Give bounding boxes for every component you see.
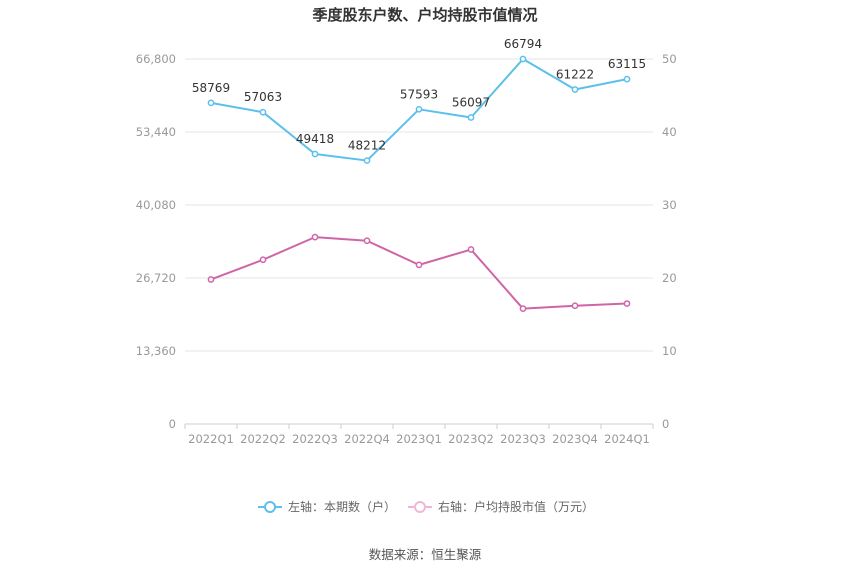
legend-item-left[interactable]: 左轴：本期数（户） <box>258 499 396 514</box>
left-tick-label: 13,360 <box>136 344 176 358</box>
data-label: 56097 <box>452 95 490 109</box>
data-point[interactable] <box>415 105 423 113</box>
data-point[interactable] <box>259 256 267 264</box>
data-label: 61222 <box>556 67 594 81</box>
data-label: 63115 <box>608 57 646 71</box>
left-axis-ticks: 0 13,360 26,720 40,080 53,440 66,800 <box>136 52 176 431</box>
legend[interactable]: 左轴：本期数（户） 右轴：户均持股市值（万元） <box>258 499 594 514</box>
right-tick-label: 0 <box>662 417 669 431</box>
legend-right-marker-icon <box>414 501 426 513</box>
data-point[interactable] <box>207 276 215 283</box>
data-source: 数据来源：恒生聚源 <box>369 547 482 562</box>
left-tick-label: 40,080 <box>136 198 176 212</box>
series-lines <box>207 55 631 313</box>
data-point[interactable] <box>571 302 579 310</box>
data-label: 57063 <box>244 90 282 104</box>
x-tick-label: 2024Q1 <box>604 432 650 446</box>
data-point[interactable] <box>571 86 579 93</box>
series-line-avg-value <box>210 236 628 310</box>
right-tick-label: 10 <box>662 344 677 358</box>
x-tick-label: 2022Q1 <box>188 432 234 446</box>
data-point[interactable] <box>467 114 475 121</box>
x-tick-label: 2023Q2 <box>448 432 494 446</box>
data-point[interactable] <box>311 150 319 158</box>
x-tick-label: 2022Q2 <box>240 432 286 446</box>
left-tick-label: 66,800 <box>136 52 176 66</box>
x-tick-label: 2023Q3 <box>500 432 546 446</box>
data-label: 49418 <box>296 132 334 146</box>
x-tick-label: 2023Q1 <box>396 432 442 446</box>
legend-left-label: 左轴：本期数（户） <box>288 499 396 514</box>
left-tick-label: 26,720 <box>136 271 176 285</box>
grid-lines <box>185 58 653 425</box>
data-point[interactable] <box>623 300 631 307</box>
left-tick-label: 53,440 <box>136 125 176 139</box>
legend-right-label: 右轴：户均持股市值（万元） <box>438 499 594 514</box>
data-label: 48212 <box>348 139 386 153</box>
data-point[interactable] <box>519 305 527 313</box>
data-point[interactable] <box>415 261 423 269</box>
x-tick-label: 2022Q3 <box>292 432 338 446</box>
right-axis-ticks: 0 10 20 30 40 50 <box>662 52 677 431</box>
data-point[interactable] <box>311 233 319 241</box>
data-point[interactable] <box>207 99 215 107</box>
legend-left-marker-icon <box>264 501 276 513</box>
data-labels: 58769 57063 49418 48212 57593 56097 66794 61222… <box>192 37 646 153</box>
right-tick-label: 40 <box>662 125 677 139</box>
data-label: 57593 <box>400 87 438 101</box>
chart-title: 季度股东户数、户均持股市值情况 <box>312 6 537 24</box>
data-point[interactable] <box>259 108 267 116</box>
legend-item-right[interactable]: 右轴：户均持股市值（万元） <box>408 499 594 514</box>
right-tick-label: 50 <box>662 52 677 66</box>
right-tick-label: 30 <box>662 198 677 212</box>
x-tick-label: 2022Q4 <box>344 432 390 446</box>
right-tick-label: 20 <box>662 271 677 285</box>
left-tick-label: 0 <box>169 417 176 431</box>
data-label: 66794 <box>504 37 542 51</box>
data-point[interactable] <box>623 75 631 83</box>
data-point[interactable] <box>363 237 371 245</box>
data-point[interactable] <box>467 246 475 253</box>
data-label: 58769 <box>192 81 230 95</box>
x-axis-ticks: 2022Q1 2022Q2 2022Q3 2022Q4 2023Q1 2023Q2 2023… <box>184 424 654 446</box>
data-point[interactable] <box>363 157 371 164</box>
data-point[interactable] <box>519 55 527 63</box>
x-tick-label: 2023Q4 <box>552 432 598 446</box>
